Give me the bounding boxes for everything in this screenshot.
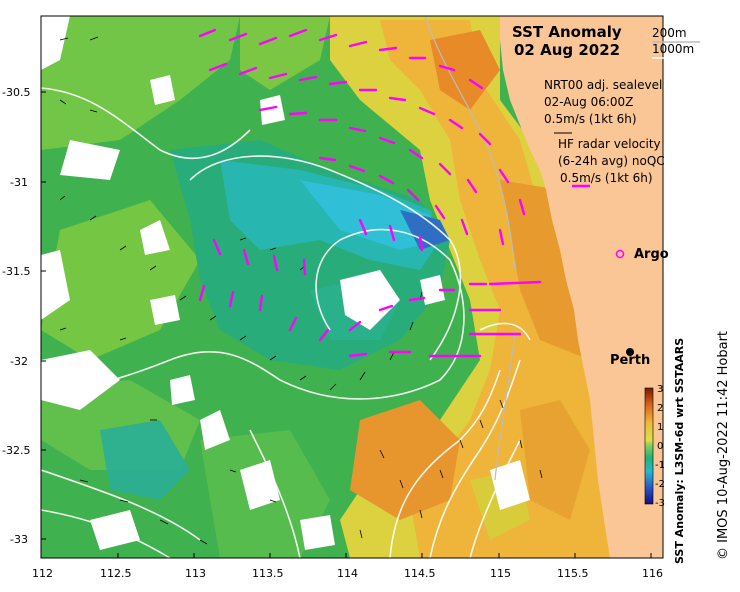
cbar-tick-2: 2 xyxy=(657,403,663,414)
lat-tick: -32.5 xyxy=(2,444,30,457)
lon-tick: 114 xyxy=(337,567,358,580)
plot-area xyxy=(41,16,663,558)
sealevel-scale: 0.5m/s (1kt 6h) xyxy=(544,112,637,126)
isobaths xyxy=(41,87,531,558)
lon-tick: 116 xyxy=(642,567,663,580)
sealevel-time: 02-Aug 06:00Z xyxy=(544,95,633,109)
lon-tick: 113 xyxy=(185,567,206,580)
lat-tick: -31.5 xyxy=(2,265,30,278)
lon-axis: 112 112.5 113 113.5 114 114.5 115 115.5 … xyxy=(32,553,663,580)
coastal-isobath xyxy=(424,16,516,481)
map-date: 02 Aug 2022 xyxy=(514,41,620,59)
radar-vectors xyxy=(198,28,542,358)
credit-text: © IMOS 10-Aug-2022 11:42 Hobart xyxy=(716,331,731,560)
lon-tick: 113.5 xyxy=(252,567,284,580)
lon-tick: 115 xyxy=(490,567,511,580)
cbar-tick-1: 1 xyxy=(657,422,663,433)
sst-field xyxy=(41,16,620,558)
lon-tick: 114.5 xyxy=(404,567,436,580)
radar-avg: (6-24h avg) noQC xyxy=(558,154,665,168)
cbar-tick-3: 3 xyxy=(657,384,663,395)
sealevel-name: NRT00 adj. sealevel xyxy=(544,78,662,92)
isobath-200: 200m xyxy=(652,26,687,40)
cbar-tick-m3: -3 xyxy=(655,498,665,509)
land-mass xyxy=(500,16,663,558)
map-title: SST Anomaly xyxy=(512,23,622,41)
perth-label: Perth xyxy=(610,353,650,368)
cbar-tick-0: 0 xyxy=(657,441,663,452)
cloud-mask xyxy=(41,16,530,550)
colorbar xyxy=(644,387,654,505)
sealevel-vectors xyxy=(59,36,543,545)
cbar-tick-m2: -2 xyxy=(655,479,665,490)
plot-frame xyxy=(40,15,664,559)
lon-tick: 112.5 xyxy=(100,567,132,580)
lat-tick: -33 xyxy=(10,533,28,546)
cbar-tick-m1: -1 xyxy=(655,460,665,471)
lon-tick: 115.5 xyxy=(557,567,589,580)
colorbar-label: SST Anomaly: L3SM-6d wrt SSTAARS xyxy=(673,338,686,564)
radar-scale: 0.5m/s (1kt 6h) xyxy=(560,171,653,185)
argo-label: Argo xyxy=(634,247,669,262)
lon-tick: 112 xyxy=(32,567,53,580)
perth-marker xyxy=(626,348,634,356)
isobath-1000: 1000m xyxy=(652,42,694,56)
lat-tick: -32 xyxy=(10,355,28,368)
argo-marker xyxy=(615,249,625,259)
lat-tick: -30.5 xyxy=(2,86,30,99)
lat-axis: -30.5 -31 -31.5 -32 -32.5 -33 xyxy=(2,86,46,546)
radar-name: HF radar velocity xyxy=(558,137,661,151)
lat-tick: -31 xyxy=(10,176,28,189)
